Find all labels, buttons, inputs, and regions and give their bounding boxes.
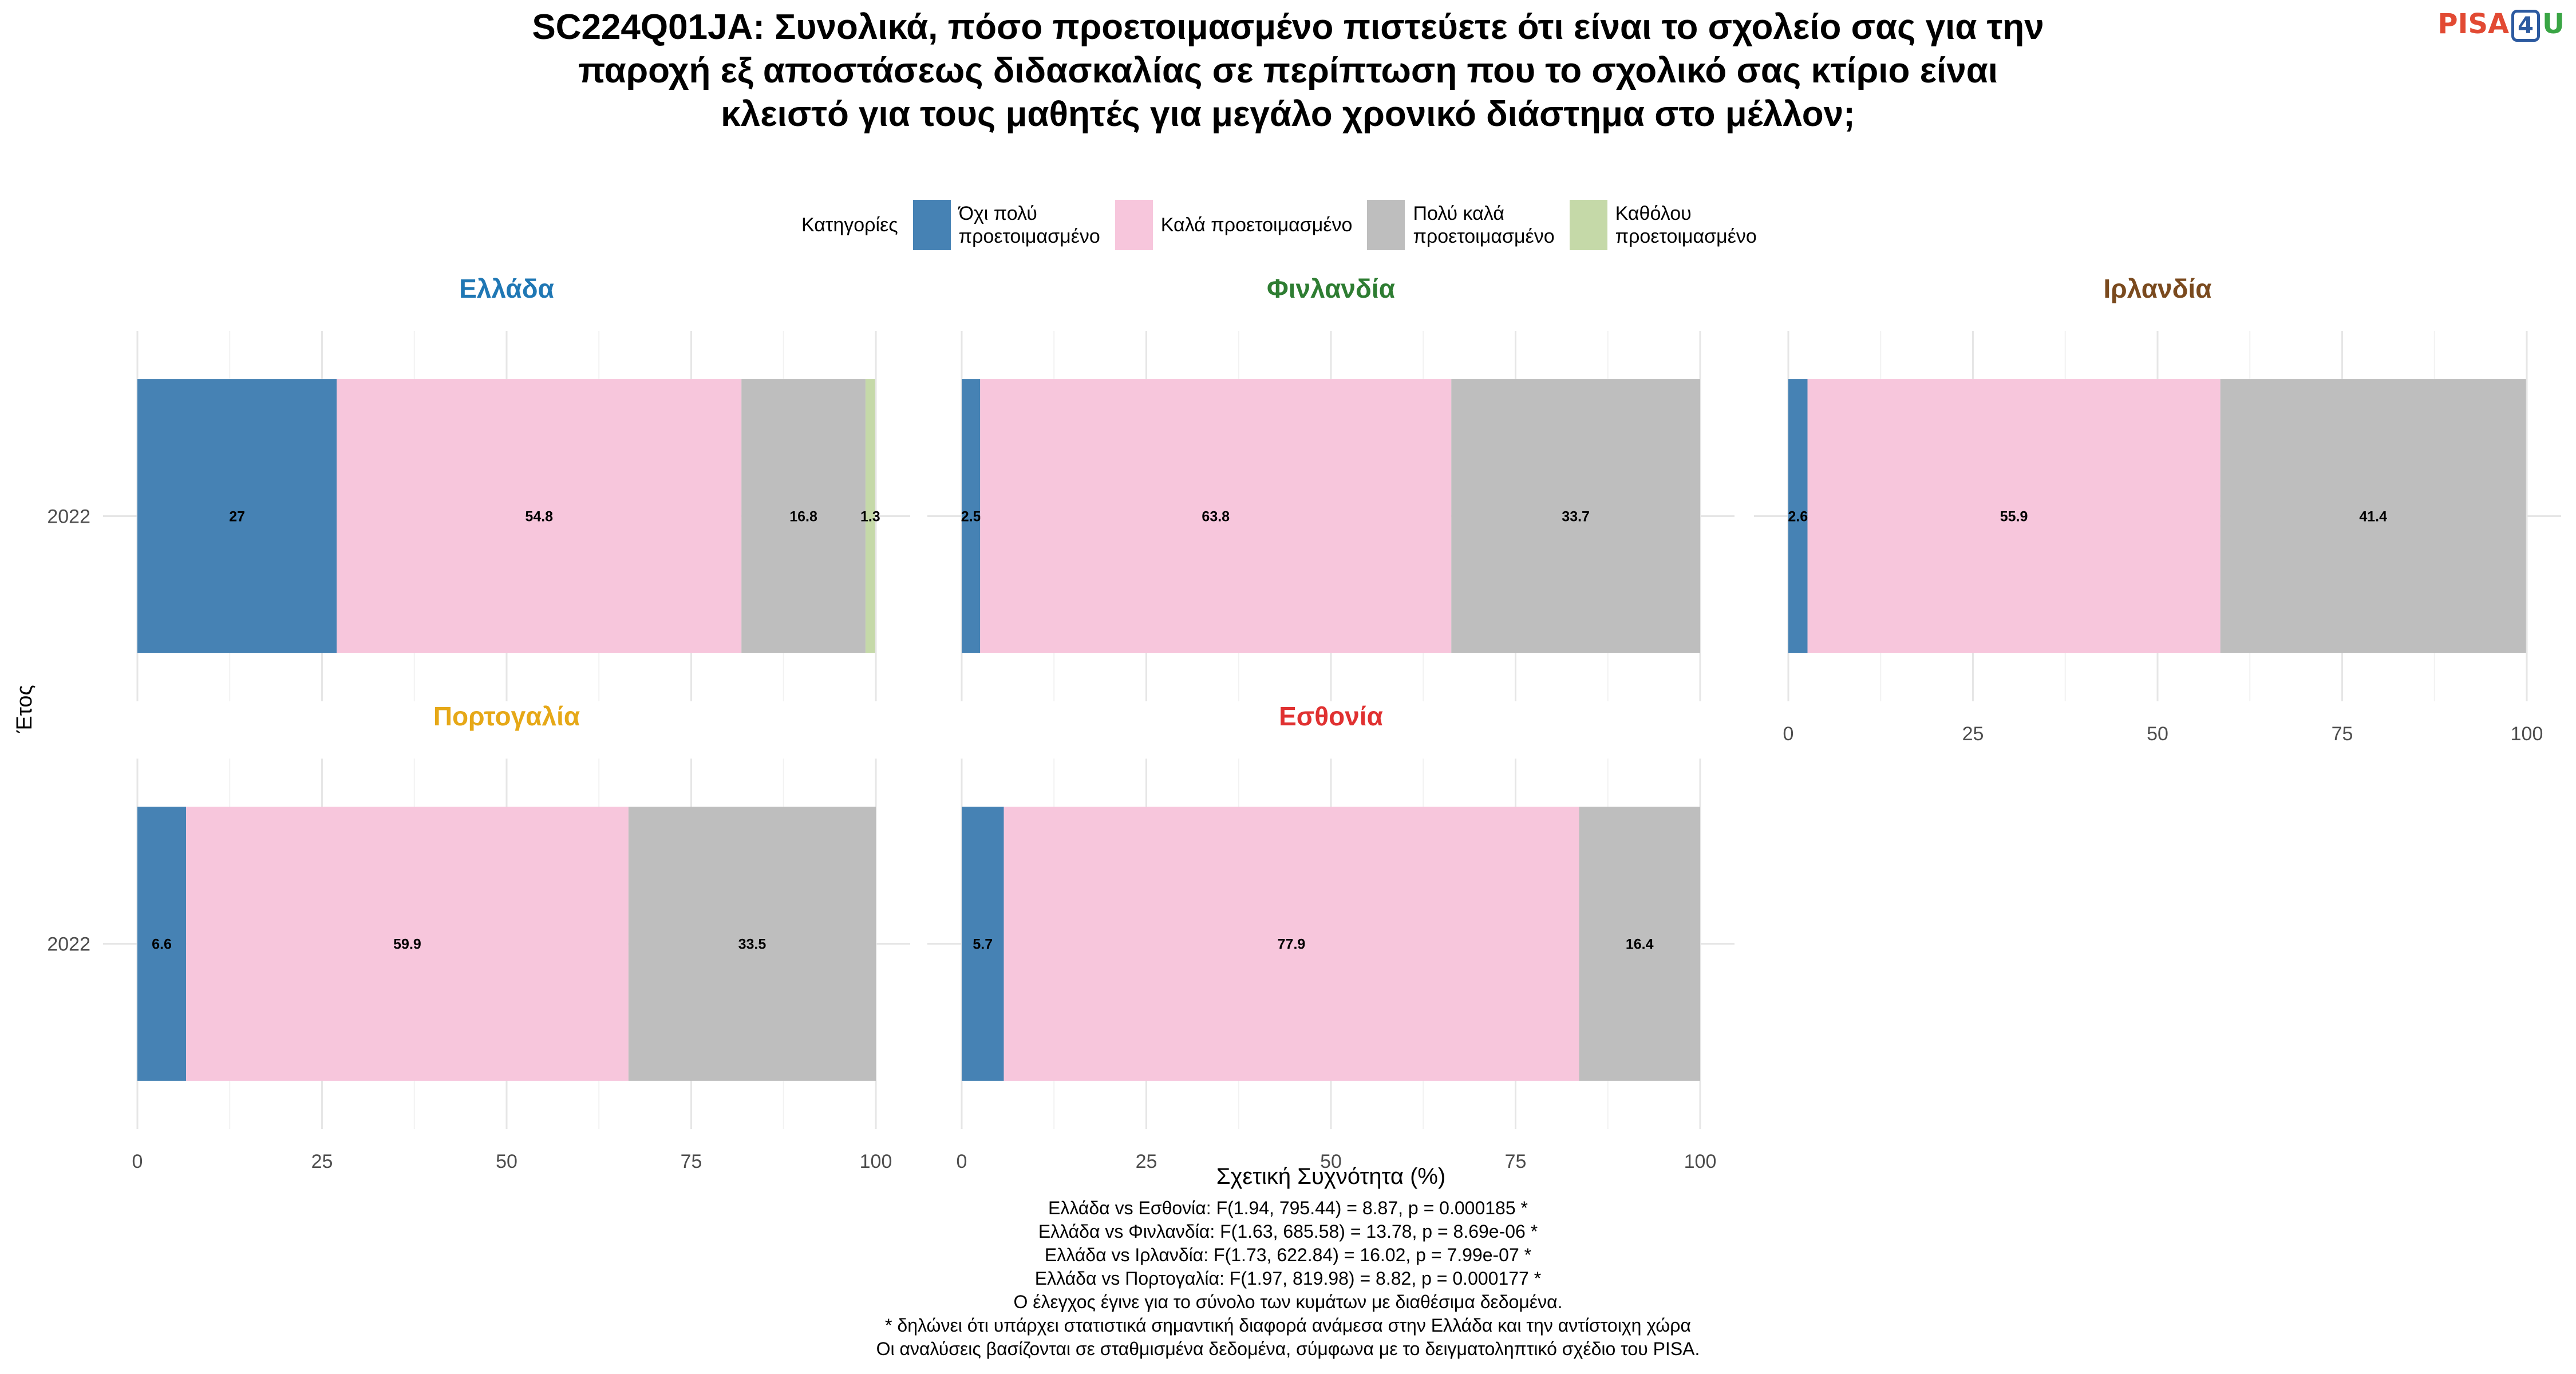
bar-segment (137, 807, 187, 1081)
bar-value-label: 59.9 (393, 937, 421, 953)
x-tick-label: 50 (496, 1151, 517, 1172)
panel-title: Ιρλανδία (2103, 274, 2211, 303)
bar-value-label: 1.3 (860, 509, 880, 525)
footnote-line: Ελλάδα vs Πορτογαλία: F(1.97, 819.98) = … (1034, 1268, 1542, 1289)
footnote-line: Ελλάδα vs Εσθονία: F(1.94, 795.44) = 8.8… (1048, 1198, 1528, 1218)
bar-segment (628, 807, 876, 1081)
legend-label: Πολύ καλά προετοιμασμένο (1413, 203, 1555, 247)
y-axis-label: Έτος (13, 685, 37, 733)
bar-segment (1579, 807, 1700, 1081)
bar-value-label: 33.5 (738, 937, 767, 953)
bar-value-label: 27 (229, 509, 245, 525)
bar-value-label: 16.8 (789, 509, 817, 525)
bar-value-label: 33.7 (1562, 509, 1590, 525)
x-tick-label: 25 (311, 1151, 333, 1172)
bar-segment (186, 807, 629, 1081)
x-tick-label: 50 (2147, 723, 2168, 745)
bar-segment (962, 807, 1004, 1081)
bar-segment (1788, 379, 1808, 653)
bar-value-label: 77.9 (1278, 937, 1306, 953)
x-tick-label: 0 (957, 1151, 967, 1172)
bar-value-label: 2.6 (1788, 509, 1808, 525)
bar-segment (2220, 379, 2526, 653)
x-tick-label: 100 (2511, 723, 2543, 745)
footnote-line: * δηλώνει ότι υπάρχει στατιστικά σημαντι… (885, 1315, 1691, 1336)
bar-segment (1451, 379, 1700, 653)
bar-value-label: 6.6 (152, 937, 172, 953)
legend-item: Πολύ καλά προετοιμασμένο (1367, 200, 1555, 250)
legend-title: Κατηγορίες (801, 214, 898, 236)
footnote-line: Ελλάδα vs Φινλανδία: F(1.63, 685.58) = 1… (1038, 1221, 1538, 1242)
legend-label: Καθόλου προετοιμασμένο (1615, 203, 1757, 247)
bar-segment (1807, 379, 2221, 653)
bar-segment (1003, 807, 1579, 1081)
bar-segment (741, 379, 866, 653)
logo-pisa-text: PISA (2437, 8, 2510, 40)
bar-segment (980, 379, 1452, 653)
x-tick-label: 75 (1505, 1151, 1527, 1172)
footnote-line: Ελλάδα vs Ιρλανδία: F(1.73, 622.84) = 16… (1044, 1245, 1532, 1265)
x-tick-label: 0 (132, 1151, 143, 1172)
panel-title: Εσθονία (1279, 701, 1383, 731)
bar-value-label: 5.7 (973, 937, 993, 953)
panel-title: Πορτογαλία (433, 701, 580, 731)
legend: Κατηγορίες Όχι πολύ προετοιμασμένο Καλά … (801, 199, 1757, 251)
pisa4u-logo: PISA 4 U (2437, 8, 2565, 42)
x-tick-label: 75 (681, 1151, 702, 1172)
bar-segment (337, 379, 742, 653)
bar-value-label: 54.8 (525, 509, 553, 525)
legend-label: Καλά προετοιμασμένο (1160, 214, 1353, 236)
legend-item: Καθόλου προετοιμασμένο (1569, 200, 1757, 250)
x-tick-label: 25 (1136, 1151, 1157, 1172)
panel-title: Φινλανδία (1267, 274, 1395, 303)
bar-segment (137, 379, 337, 653)
bar-value-label: 2.5 (961, 509, 981, 525)
x-tick-label: 0 (1783, 723, 1794, 745)
x-tick-label: 100 (1684, 1151, 1717, 1172)
panel-title: Ελλάδα (459, 274, 554, 303)
footnotes: Ελλάδα vs Εσθονία: F(1.94, 795.44) = 8.8… (572, 1197, 2004, 1361)
chart-title: SC224Q01JA: Συνολικά, πόσο προετοιμασμέν… (532, 7, 2044, 134)
y-tick-label: 2022 (47, 934, 90, 956)
legend-swatch (1569, 200, 1607, 250)
bar-value-label: 41.4 (2359, 509, 2387, 525)
bar-value-label: 55.9 (2000, 509, 2028, 525)
legend-swatch (1115, 200, 1153, 250)
x-tick-label: 25 (1962, 723, 1984, 745)
footnote-line: Οι αναλύσεις βασίζονται σε σταθμισμένα δ… (876, 1339, 1700, 1359)
legend-item: Καλά προετοιμασμένο (1115, 200, 1353, 250)
legend-label: Όχι πολύ προετοιμασμένο (958, 203, 1100, 247)
legend-swatch (1367, 200, 1405, 250)
footnote-line: Ο έλεγχος έγινε για το σύνολο των κυμάτω… (1013, 1292, 1563, 1312)
x-tick-label: 75 (2332, 723, 2353, 745)
x-axis-label: Σχετική Συχνότητα (%) (1216, 1164, 1446, 1189)
bar-segment (865, 379, 875, 653)
logo-u-text: U (2542, 8, 2565, 40)
bar-segment (962, 379, 981, 653)
x-tick-label: 50 (1320, 1151, 1342, 1172)
bar-value-label: 16.4 (1626, 937, 1654, 953)
x-tick-label: 100 (860, 1151, 892, 1172)
legend-item: Όχι πολύ προετοιμασμένο (912, 200, 1100, 250)
y-tick-label: 2022 (47, 506, 90, 528)
logo-four-text: 4 (2511, 10, 2541, 42)
legend-swatch (912, 200, 951, 250)
bar-value-label: 63.8 (1202, 509, 1230, 525)
